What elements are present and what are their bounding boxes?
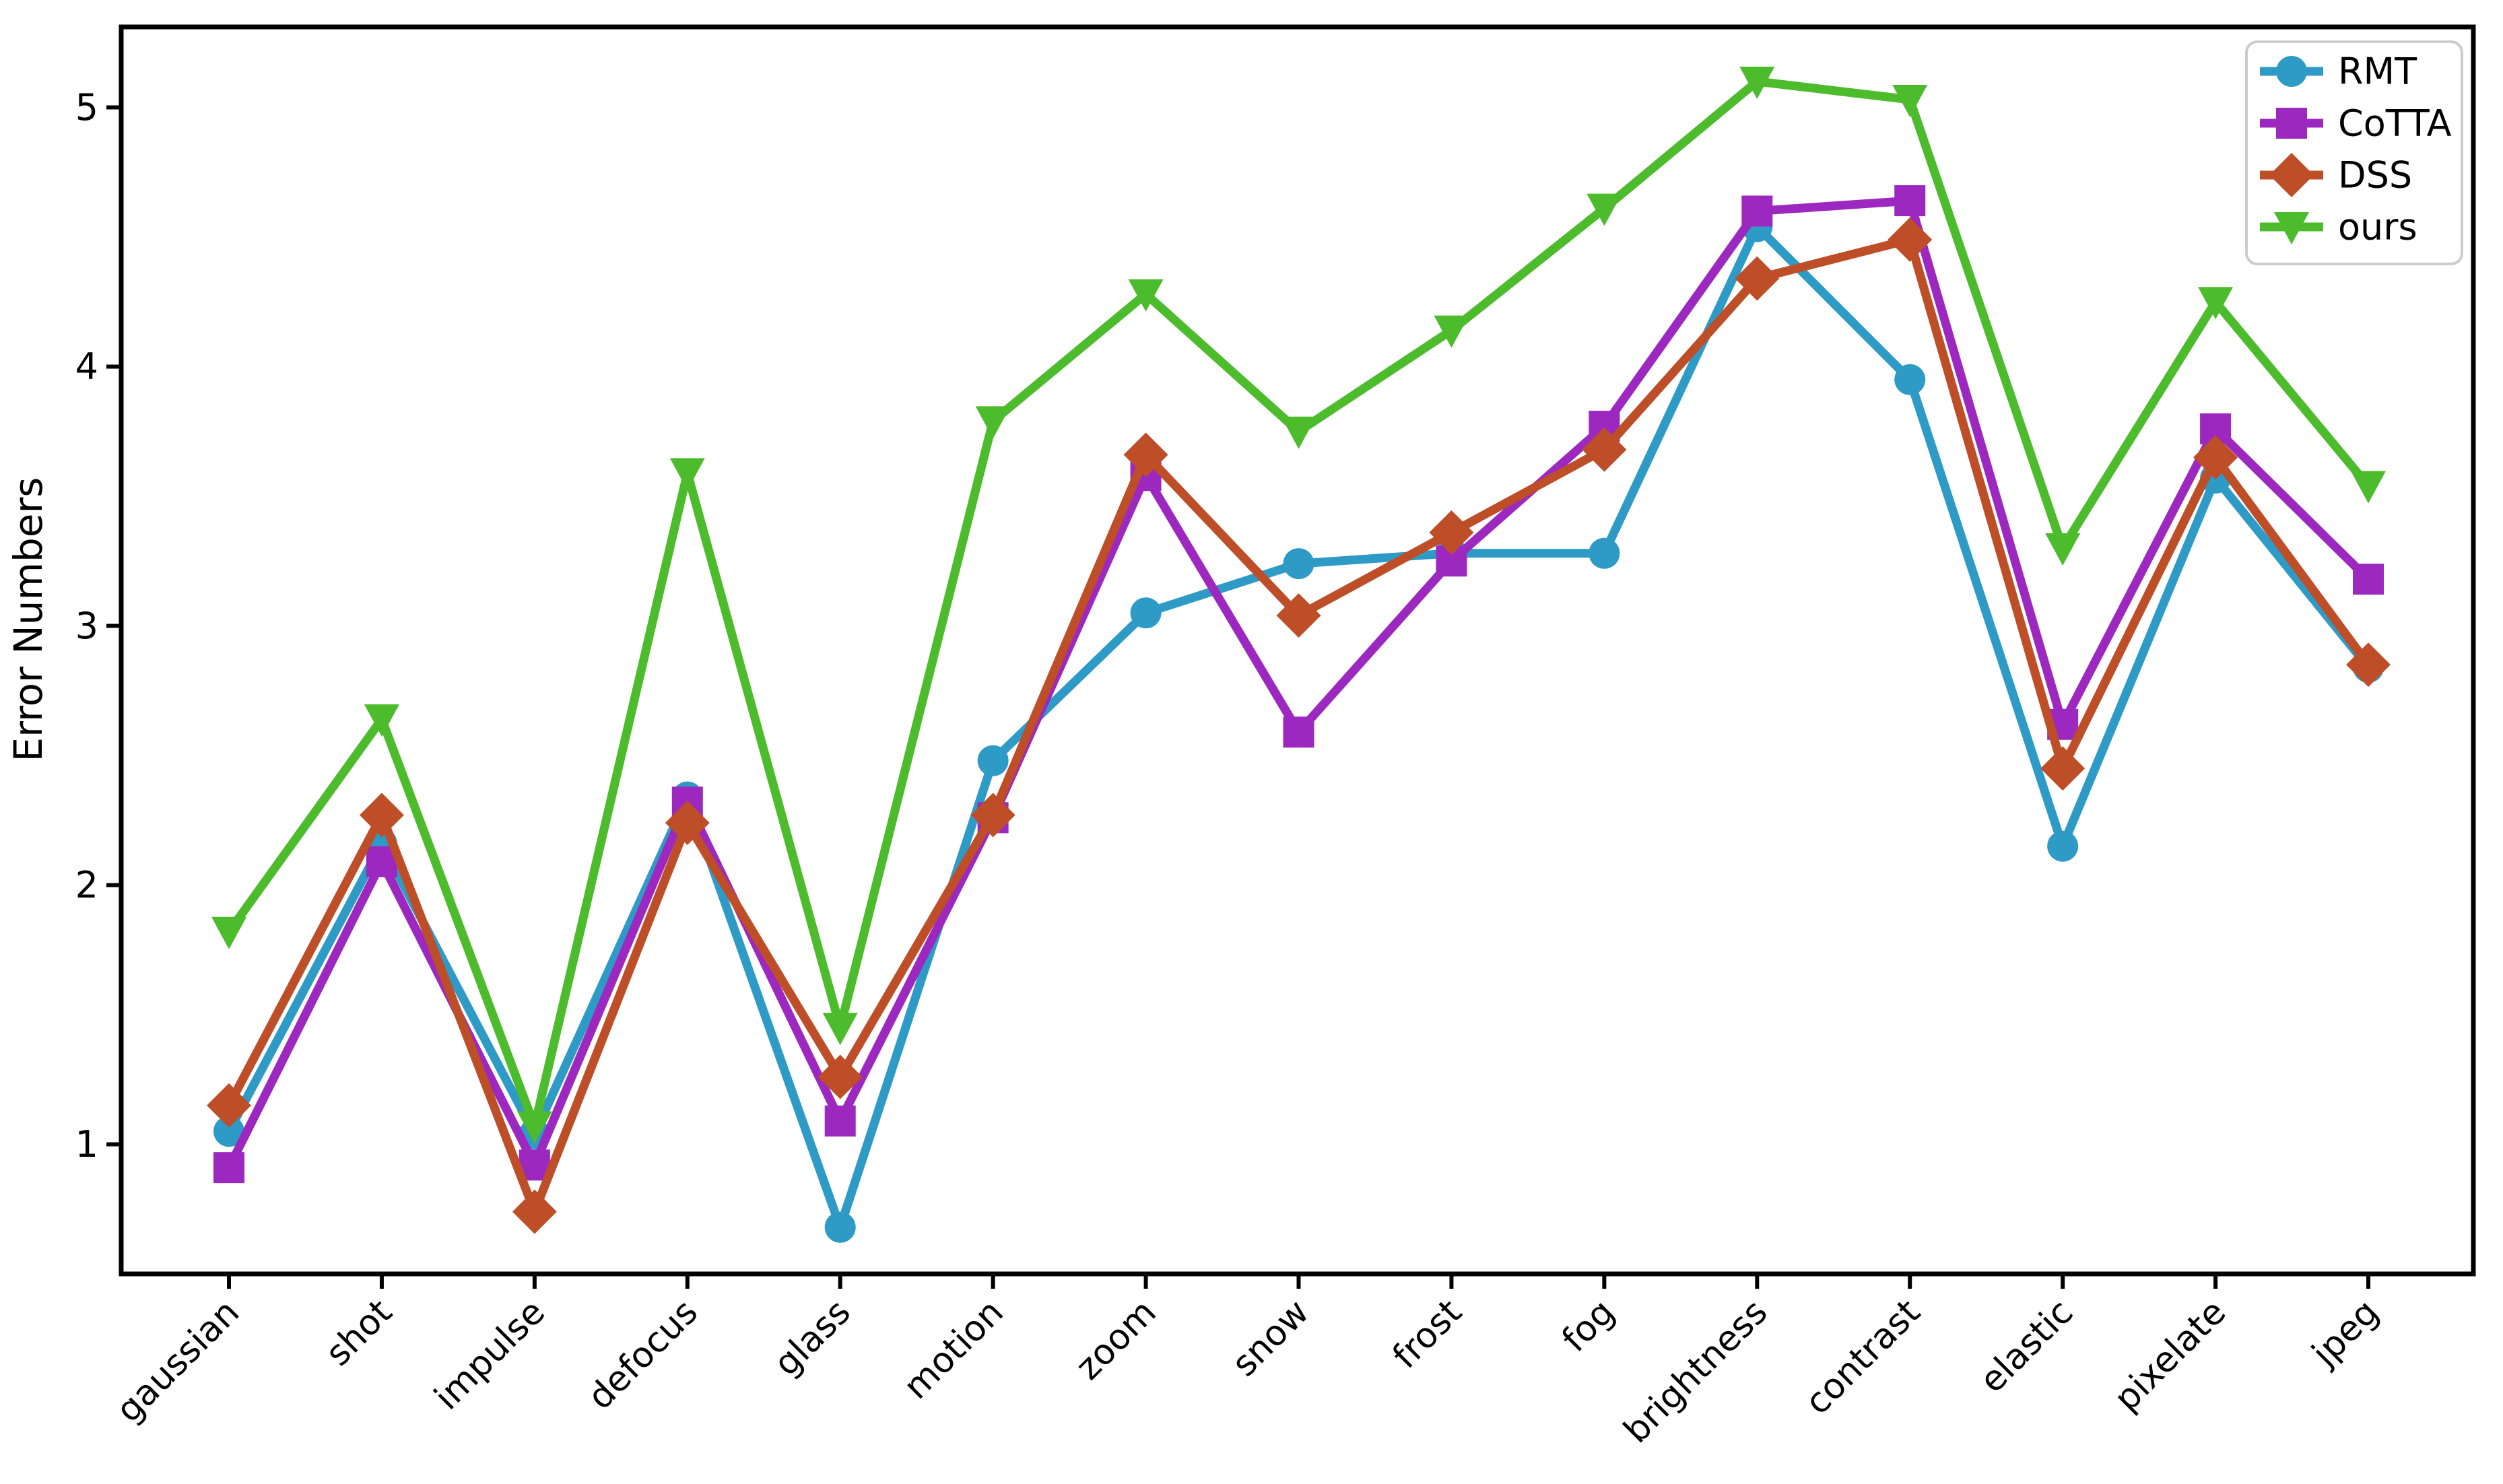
marker-ours-defocus: [669, 458, 705, 491]
marker-RMT-snow: [1283, 548, 1314, 580]
marker-CoTTA-gaussian: [213, 1152, 244, 1184]
y-tick-label: 1: [75, 1123, 98, 1166]
x-tick-label-defocus: defocus: [580, 1292, 706, 1418]
axes-layer: 1 2 3 4 5 gaussian shot impulse defocus glass moti…: [75, 24, 2476, 1451]
marker-ours-contrast: [1892, 84, 1928, 117]
marker-ours-frost: [1434, 315, 1469, 348]
y-tick-label: 3: [75, 605, 98, 647]
marker-ours-zoom: [1128, 279, 1164, 312]
legend-marker-circle-icon: [2276, 56, 2307, 87]
marker-ours-brightness: [1739, 67, 1775, 99]
legend-label-CoTTA: CoTTA: [2338, 102, 2452, 145]
marker-ours-elastic: [2045, 533, 2081, 566]
marker-DSS-gaussian: [207, 1083, 251, 1128]
marker-DSS-glass: [817, 1054, 863, 1100]
legend-label-RMT: RMT: [2338, 50, 2417, 93]
x-tick-label-gaussian: gaussian: [108, 1292, 247, 1431]
marker-RMT-elastic: [2047, 830, 2079, 862]
y-axis-title: Error Numbers: [5, 477, 51, 762]
x-tick-label-fog: fog: [1554, 1292, 1622, 1360]
marker-DSS-brightness: [1735, 256, 1780, 301]
marker-RMT-contrast: [1894, 364, 1926, 395]
x-tick-label-glass: glass: [766, 1292, 859, 1384]
series-CoTTA: [213, 185, 2384, 1184]
series-ours: [211, 67, 2387, 1144]
marker-RMT-motion: [977, 745, 1009, 776]
x-tick-label-shot: shot: [318, 1292, 400, 1374]
x-tick-label-zoom: zoom: [1068, 1292, 1164, 1388]
legend-marker-square-icon: [2276, 108, 2307, 139]
legend-box: [2245, 40, 2463, 265]
marker-DSS-shot: [359, 792, 404, 838]
marker-DSS-defocus: [665, 801, 710, 846]
marker-ours-pixelate: [2198, 287, 2234, 320]
marker-RMT-glass: [824, 1211, 856, 1243]
marker-ours-motion: [975, 406, 1011, 439]
marker-CoTTA-glass: [824, 1105, 856, 1137]
marker-RMT-zoom: [1130, 597, 1162, 629]
marker-DSS-elastic: [2040, 746, 2085, 791]
marker-ours-jpeg: [2351, 471, 2387, 504]
marker-CoTTA-snow: [1283, 716, 1314, 748]
marker-ours-gaussian: [211, 916, 246, 949]
legend-entry-DSS: DSS: [2260, 153, 2412, 197]
legend-label-DSS: DSS: [2338, 154, 2412, 197]
legend-entry-CoTTA: CoTTA: [2260, 102, 2452, 145]
marker-ours-fog: [1587, 193, 1622, 226]
marker-DSS-pixelate: [2193, 435, 2238, 480]
legend-marker-diamond-icon: [2269, 153, 2314, 197]
marker-DSS-motion: [970, 792, 1015, 838]
series-layer: [207, 67, 2391, 1243]
y-tick-label: 2: [75, 864, 98, 906]
legend-entry-ours: ours: [2260, 206, 2417, 248]
x-tick-label-frost: frost: [1385, 1292, 1470, 1377]
marker-DSS-impulse: [512, 1189, 557, 1234]
marker-ours-snow: [1281, 416, 1316, 449]
x-tick-label-contrast: contrast: [1797, 1292, 1928, 1423]
x-tick-label-brightness: brightness: [1616, 1292, 1775, 1451]
x-tick-label-motion: motion: [896, 1292, 1011, 1407]
legend-label-ours: ours: [2338, 206, 2417, 248]
y-tick-label: 4: [75, 345, 98, 388]
x-tick-label-elastic: elastic: [1972, 1292, 2081, 1401]
marker-CoTTA-jpeg: [2353, 564, 2384, 595]
marker-RMT-fog: [1589, 537, 1620, 569]
series-line-CoTTA: [224, 196, 2373, 1172]
legend: RMT CoTTA DSS ours: [2245, 40, 2463, 265]
legend-marker-triangle-down-icon: [2274, 212, 2309, 244]
x-tick-label-snow: snow: [1224, 1292, 1316, 1384]
y-tick-label: 5: [75, 86, 98, 129]
marker-DSS-jpeg: [2346, 642, 2391, 687]
marker-DSS-zoom: [1123, 432, 1168, 477]
marker-DSS-frost: [1429, 510, 1474, 555]
series-DSS: [207, 217, 2391, 1234]
legend-entry-RMT: RMT: [2260, 50, 2417, 93]
marker-DSS-snow: [1276, 593, 1321, 638]
marker-ours-glass: [822, 1013, 858, 1046]
marker-CoTTA-contrast: [1894, 185, 1926, 217]
marker-DSS-contrast: [1888, 217, 1933, 262]
marker-CoTTA-brightness: [1741, 195, 1773, 227]
x-tick-label-jpeg: jpeg: [2304, 1292, 2387, 1375]
x-tick-label-pixelate: pixelate: [2106, 1292, 2234, 1419]
marker-ours-impulse: [516, 1111, 552, 1144]
marker-RMT-gaussian: [213, 1116, 244, 1147]
marker-DSS-fog: [1582, 427, 1627, 472]
x-tick-label-impulse: impulse: [427, 1292, 553, 1418]
marker-ours-shot: [364, 704, 399, 737]
